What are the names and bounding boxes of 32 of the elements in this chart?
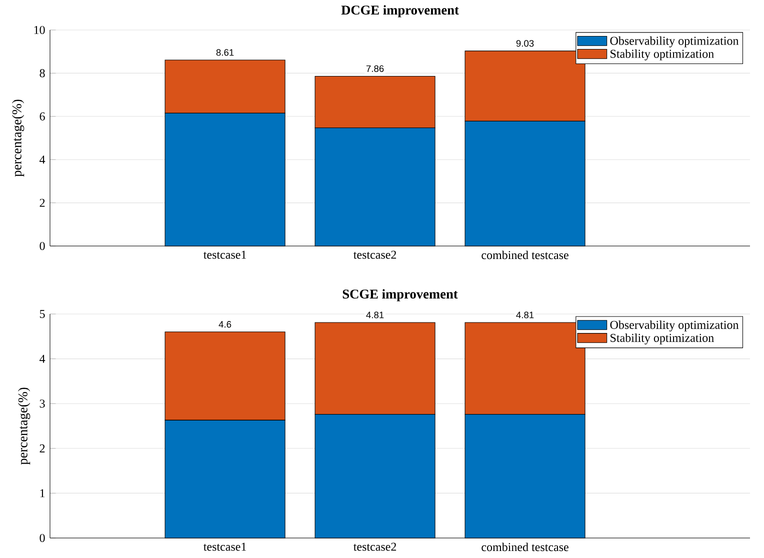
x-tick-label: testcase1 bbox=[204, 542, 246, 551]
y-axis-title: percentage(%) bbox=[12, 100, 24, 177]
y-tick-label: 0 bbox=[40, 534, 45, 542]
total-label: 8.61 bbox=[216, 49, 234, 56]
chart-title: SCGE improvement bbox=[342, 289, 458, 302]
y-tick-label: 2 bbox=[40, 198, 45, 207]
total-label: 4.81 bbox=[516, 312, 534, 318]
y-tick-label: 10 bbox=[34, 26, 45, 34]
y-tick-label: 5 bbox=[40, 310, 45, 318]
legend-label: Stability optimization bbox=[610, 49, 714, 60]
y-tick-label: 2 bbox=[40, 444, 45, 452]
legend-label: Stability optimization bbox=[610, 334, 714, 344]
x-tick-label: combined testcase bbox=[482, 542, 568, 552]
total-label: 7.86 bbox=[366, 65, 384, 72]
y-tick-label: 1 bbox=[40, 489, 45, 498]
total-label: 4.81 bbox=[366, 312, 384, 318]
x-tick-label: combined testcase bbox=[482, 250, 568, 260]
y-tick-label: 4 bbox=[40, 354, 46, 363]
chart-title: DCGE improvement bbox=[341, 5, 459, 18]
x-tick-label: testcase2 bbox=[354, 250, 396, 259]
legend-label: Observability optimization bbox=[610, 320, 739, 332]
total-label: 9.03 bbox=[516, 40, 534, 47]
y-tick-label: 4 bbox=[40, 156, 46, 164]
y-tick-label: 6 bbox=[40, 112, 45, 120]
x-tick-label: testcase1 bbox=[204, 250, 246, 259]
y-tick-label: 3 bbox=[40, 400, 45, 408]
y-tick-label: 8 bbox=[40, 69, 45, 78]
total-label: 4.6 bbox=[218, 321, 232, 328]
y-axis-title: percentage(%) bbox=[18, 388, 30, 465]
x-tick-label: testcase2 bbox=[354, 542, 396, 551]
legend-label: Observability optimization bbox=[610, 36, 739, 48]
y-tick-label: 0 bbox=[40, 242, 45, 250]
